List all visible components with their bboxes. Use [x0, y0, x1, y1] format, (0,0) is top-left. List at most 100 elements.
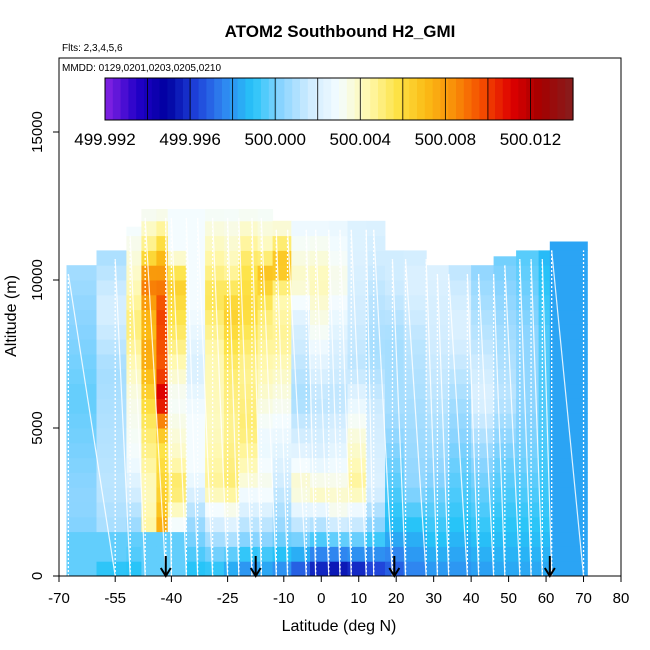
heatmap-cell — [403, 531, 427, 547]
heatmap-cell — [448, 546, 472, 562]
heatmap-cell — [66, 472, 97, 488]
heatmap-cell — [328, 472, 348, 488]
heatmap-cell — [516, 368, 540, 385]
heatmap-cell — [347, 265, 367, 281]
heatmap-cell — [403, 516, 427, 533]
heatmap-cell — [205, 457, 225, 473]
heatmap-cell — [96, 339, 127, 355]
heatmap-cell — [310, 294, 330, 311]
heatmap-cell — [205, 428, 225, 444]
heatmap-cell — [238, 442, 258, 459]
flight-track-descent — [328, 229, 341, 577]
heatmap-cell — [291, 324, 311, 340]
heatmap-cell — [223, 235, 240, 251]
heatmap-cell — [167, 428, 187, 444]
heatmap-cell — [156, 383, 169, 399]
heatmap-cell — [549, 502, 588, 518]
heatmap-cell — [403, 487, 427, 503]
heatmap-cell — [328, 220, 348, 237]
heatmap-cell — [223, 516, 240, 533]
heatmap-cell — [385, 516, 405, 533]
colorbar-segment — [479, 78, 488, 120]
heatmap-cell — [141, 309, 157, 325]
heatmap-cell — [66, 531, 97, 547]
heatmap-cell — [156, 428, 169, 444]
heatmap-cell — [66, 339, 97, 355]
heatmap-cell — [347, 531, 367, 547]
flight-track-descent — [67, 273, 116, 577]
heatmap-cell — [426, 309, 450, 325]
x-tick-label: 0 — [317, 590, 325, 607]
heatmap-cell — [448, 561, 472, 577]
heatmap-cell — [257, 209, 274, 222]
heatmap-cell — [471, 280, 495, 296]
heatmap-cell — [156, 280, 169, 296]
heatmap-cell — [310, 250, 330, 266]
heatmap-cell — [141, 442, 157, 459]
heatmap-cell — [347, 294, 367, 311]
heatmap-cell — [549, 280, 588, 296]
colorbar-segment — [448, 78, 457, 120]
heatmap-cell — [156, 235, 169, 251]
colorbar-segment — [307, 78, 317, 120]
heatmap-cell — [366, 398, 386, 414]
heatmap-cell — [366, 487, 386, 503]
heatmap-cell — [366, 324, 386, 340]
heatmap-cell — [257, 472, 274, 488]
heatmap-cell — [205, 235, 225, 251]
heatmap-cell — [291, 398, 311, 414]
heatmap-cell — [448, 516, 472, 533]
colorbar-segment — [549, 78, 558, 120]
heatmap-cell — [538, 354, 551, 370]
heatmap-cell — [403, 561, 427, 577]
heatmap-cell — [167, 502, 187, 518]
heatmap-cell — [126, 561, 142, 577]
heatmap-cell — [223, 561, 240, 577]
heatmap-cell — [126, 398, 142, 414]
colorbar-segment — [510, 78, 519, 120]
colorbar-segment — [541, 78, 551, 120]
heatmap-cell — [366, 235, 386, 251]
heatmap-cell — [385, 457, 405, 473]
colorbar-segment — [557, 78, 566, 120]
heatmap-cell — [366, 546, 386, 562]
heatmap-cell — [328, 280, 348, 296]
flight-track-descent — [170, 217, 187, 577]
heatmap-cell — [167, 442, 187, 459]
colorbar-segment — [261, 78, 270, 120]
heatmap-cell — [385, 383, 405, 399]
heatmap-cell — [272, 428, 292, 444]
flight-track-descent — [448, 274, 468, 577]
heatmap-cell — [186, 265, 206, 281]
flight-track-descent — [519, 259, 532, 577]
heatmap-cell — [238, 368, 258, 385]
heatmap-cell — [156, 398, 169, 414]
heatmap-cell — [549, 368, 588, 385]
heatmap-cell — [549, 398, 588, 414]
heatmap-cell — [96, 354, 127, 370]
flight-track-descent — [541, 259, 553, 577]
colorbar-segment — [222, 78, 231, 120]
heatmap-cell — [186, 487, 206, 503]
heatmap-cell — [167, 265, 187, 281]
heatmap-cell — [66, 398, 97, 414]
heatmap-cell — [186, 368, 206, 385]
heatmap-cell — [156, 209, 169, 222]
heatmap-cell — [448, 531, 472, 547]
heatmap-cell — [426, 354, 450, 370]
heatmap-cell — [257, 546, 274, 562]
heatmap-cell — [448, 487, 472, 503]
heatmap-cell — [238, 235, 258, 251]
heatmap-cell — [347, 220, 367, 237]
heatmap-cell — [223, 209, 240, 222]
heatmap-cell — [493, 502, 517, 518]
heatmap-cell — [426, 265, 450, 281]
heatmap-cell — [96, 250, 127, 266]
heatmap-cell — [448, 339, 472, 355]
heatmap-cell — [471, 413, 495, 429]
heatmap-cell — [223, 398, 240, 414]
heatmap-cell — [403, 309, 427, 325]
heatmap-cell — [549, 241, 588, 251]
heatmap-cell — [66, 324, 97, 340]
